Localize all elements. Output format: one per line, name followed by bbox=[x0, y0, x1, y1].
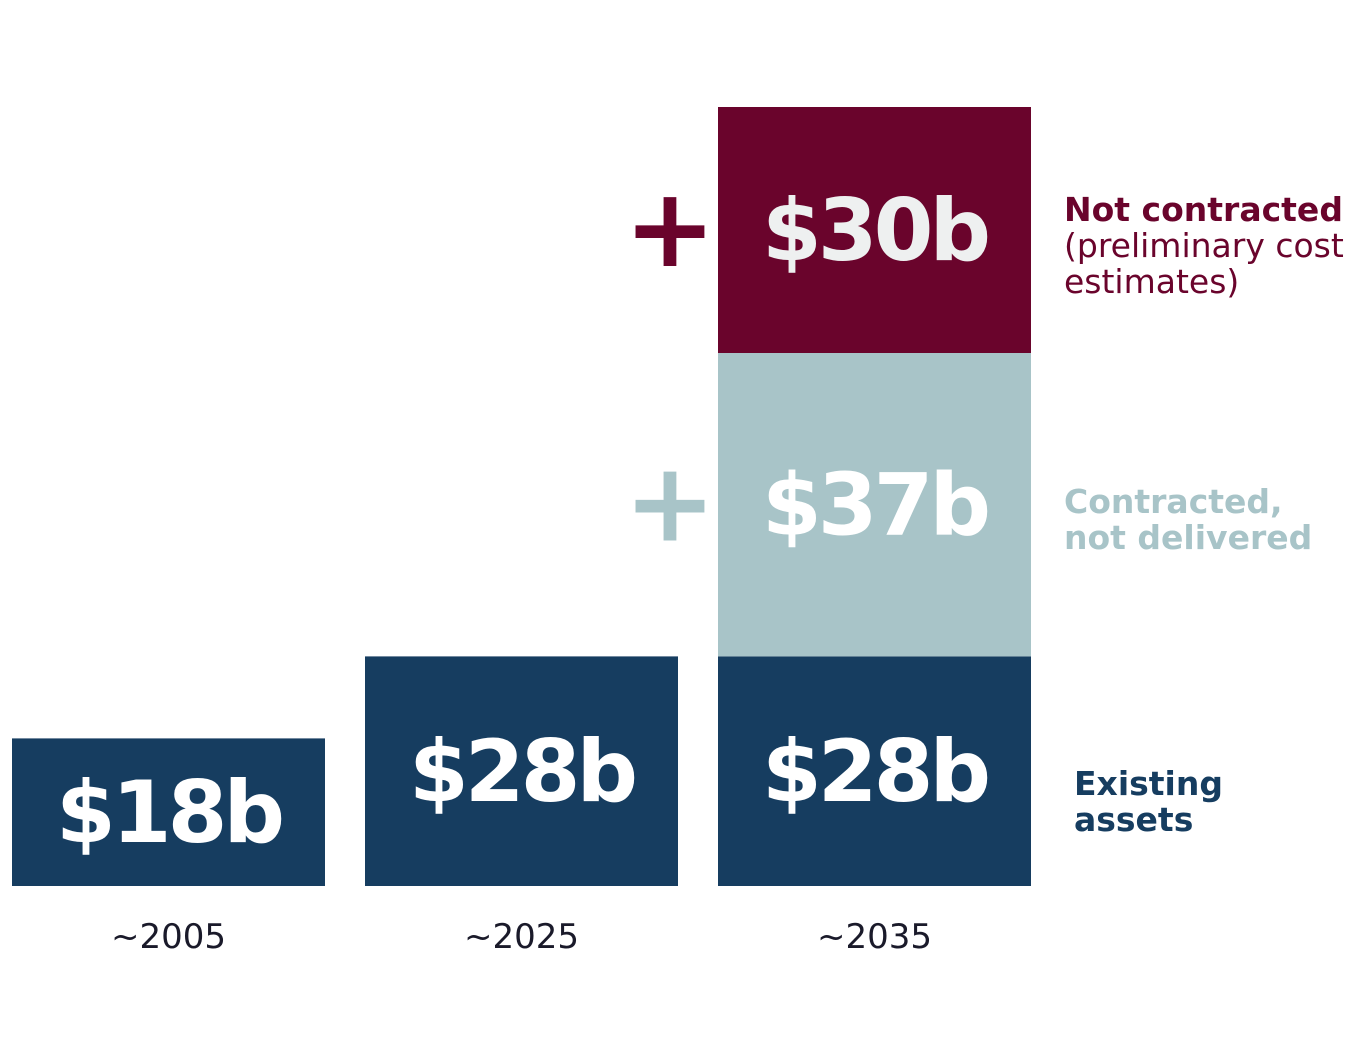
x-tick-label: ~2025 bbox=[464, 917, 579, 957]
legend-contracted-label: Contracted, not delivered bbox=[1064, 482, 1313, 557]
data-label: $28b bbox=[409, 722, 635, 822]
plus-sign: + bbox=[624, 439, 716, 567]
legend-not-contracted-sub: (preliminary cost estimates) bbox=[1064, 226, 1344, 301]
legend-not-contracted: Not contracted (preliminary cost estimat… bbox=[1064, 192, 1347, 300]
data-label: $30b bbox=[762, 181, 988, 281]
bar-segment bbox=[365, 656, 678, 886]
data-label: $18b bbox=[56, 763, 282, 863]
plus-sign: + bbox=[624, 164, 716, 292]
bar-segment bbox=[718, 656, 1031, 886]
bar-segment bbox=[718, 353, 1031, 657]
data-label: $37b bbox=[762, 456, 988, 556]
x-tick-label: ~2035 bbox=[817, 917, 932, 957]
legend-contracted: Contracted, not delivered bbox=[1064, 484, 1324, 556]
bar-segment bbox=[718, 107, 1031, 353]
data-label: $28b bbox=[762, 722, 988, 822]
bar-segment bbox=[12, 738, 325, 886]
legend-existing: Existing assets bbox=[1074, 766, 1347, 838]
x-tick-label: ~2005 bbox=[111, 917, 226, 957]
legend-not-contracted-label: Not contracted bbox=[1064, 190, 1343, 229]
legend-existing-label: Existing assets bbox=[1074, 764, 1223, 839]
